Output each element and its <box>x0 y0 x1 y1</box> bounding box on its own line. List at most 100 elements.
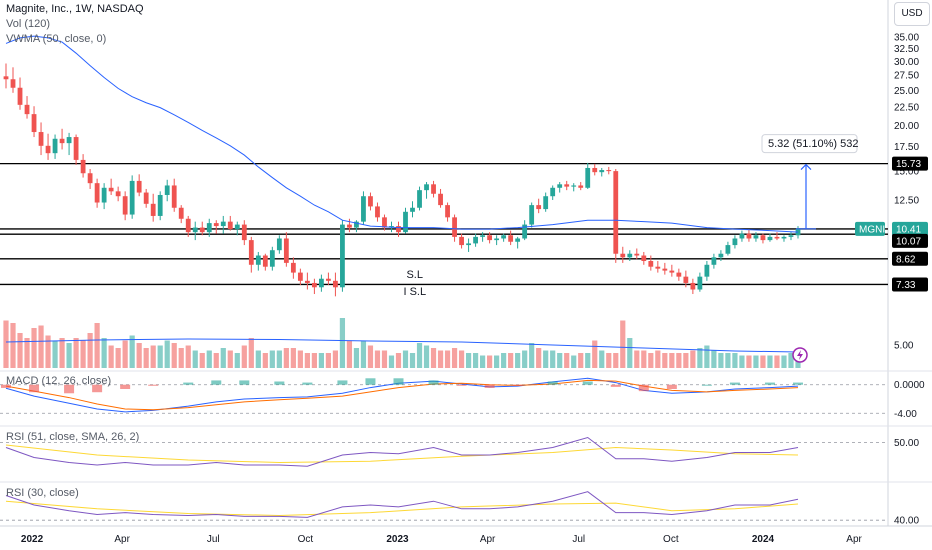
candle-body <box>255 255 261 265</box>
candle-body <box>494 238 500 241</box>
volume-bar <box>494 355 500 368</box>
candle-body <box>753 235 759 239</box>
lightning-icon <box>797 350 803 360</box>
time-tick-label: 2022 <box>21 534 44 545</box>
price-tick-label: 27.50 <box>894 71 919 82</box>
volume-bar <box>115 348 121 368</box>
volume-bar <box>297 350 303 368</box>
price-tick-label: 32.50 <box>894 44 919 55</box>
volume-bar <box>346 340 353 368</box>
macd-legend[interactable]: MACD (12, 26, close) <box>6 375 112 387</box>
candle-body <box>340 224 345 288</box>
candle-body <box>431 184 436 194</box>
volume-bar <box>430 348 437 368</box>
volume-bar <box>220 348 226 368</box>
candle-body <box>375 206 380 218</box>
candle-body <box>732 238 738 246</box>
volume-bar <box>788 353 794 368</box>
volume-bar <box>38 325 44 368</box>
volume-bar <box>339 318 346 368</box>
rsi-legend-2[interactable]: RSI (30, close) <box>6 487 79 499</box>
candle-body <box>347 224 352 228</box>
price-tick-label: 15.00 <box>894 167 919 178</box>
candle-body <box>108 187 114 192</box>
candle-body <box>767 236 773 241</box>
volume-bar <box>774 355 780 368</box>
volume-bar <box>17 333 23 368</box>
volume-legend[interactable]: Vol (120) <box>6 18 51 30</box>
volume-bar <box>185 345 191 368</box>
candle-body <box>87 173 93 184</box>
candle-body <box>192 227 198 233</box>
volume-bar <box>325 353 332 368</box>
macd-histogram-bar <box>302 382 313 385</box>
volume-bar <box>164 340 170 368</box>
candle-body <box>704 264 710 277</box>
volume-bar <box>550 350 556 368</box>
volume-bar <box>683 353 689 368</box>
macd-histogram-bar <box>547 381 558 385</box>
volume-bar <box>465 353 472 368</box>
volume-bar <box>66 343 72 368</box>
vwma-legend[interactable]: VWMA (50, close, 0) <box>6 33 107 45</box>
macd-histogram-bar <box>183 382 194 385</box>
volume-bar <box>290 348 296 368</box>
time-tick-label: Oct <box>663 534 679 545</box>
candle-body <box>115 191 121 197</box>
volume-bar <box>578 353 584 368</box>
currency-button[interactable]: USD <box>894 2 930 26</box>
level-tag: 15.73 <box>896 159 921 170</box>
macd-histogram-bar <box>512 384 523 386</box>
volume-bar <box>311 353 317 368</box>
volume-bar <box>101 338 107 368</box>
candle-body <box>557 184 563 188</box>
volume-bar <box>753 355 759 368</box>
pane-tick-label: -4.00 <box>894 409 917 420</box>
price-tick-label: 35.00 <box>894 33 919 44</box>
annotations[interactable]: 5.32 (51.10%) 532 S.L I S.L <box>403 134 859 299</box>
candle-body <box>213 223 219 227</box>
volume-bar <box>318 353 324 368</box>
volume-bar <box>409 353 416 368</box>
candle-body <box>676 272 682 277</box>
volume-bar <box>536 348 542 368</box>
volume-bar <box>690 350 696 368</box>
candle-body <box>276 238 282 251</box>
candle-body <box>52 138 58 154</box>
level-tag: 8.62 <box>896 254 916 265</box>
last-price-tag-bg <box>892 221 928 236</box>
volume-bar <box>767 355 773 368</box>
symbol-tag-bg <box>855 221 885 236</box>
macd-histogram-bar <box>428 380 439 385</box>
level-tag-bg <box>892 233 928 248</box>
level-tag-bg <box>892 156 928 171</box>
candle-body <box>480 235 486 237</box>
volume-ma-line <box>5 338 799 353</box>
macd-histogram-bar <box>92 384 103 393</box>
candle-body <box>59 138 65 144</box>
vwma-line <box>5 35 799 233</box>
volume-bar <box>599 350 605 368</box>
time-axis[interactable]: 2022 Apr Jul Oct 2023 Apr Jul Oct 2024 Apr <box>21 534 863 545</box>
candle-body <box>452 217 457 237</box>
volume-bar <box>655 350 661 368</box>
volume-bar <box>529 343 535 368</box>
candle-body <box>473 236 478 244</box>
volume-bar <box>444 350 451 368</box>
volume-bar <box>276 350 282 368</box>
volume-bar <box>3 320 9 368</box>
time-tick-label: Oct <box>298 534 314 545</box>
grid <box>0 0 932 527</box>
price-tick-label: 30.00 <box>894 57 919 68</box>
indicator-lines <box>5 35 799 233</box>
price-tick-label: 12.50 <box>894 195 919 206</box>
candle-body <box>368 196 373 207</box>
rsi-legend-1[interactable]: RSI (51, close, SMA, 26, 2) <box>6 431 140 443</box>
candle-body <box>634 253 640 256</box>
candle-body <box>150 203 156 216</box>
chart-title[interactable]: Magnite, Inc., 1W, NASDAQ <box>6 3 144 15</box>
candle-body <box>550 187 556 197</box>
volume-bar <box>360 340 367 368</box>
volume-bar <box>416 343 423 368</box>
